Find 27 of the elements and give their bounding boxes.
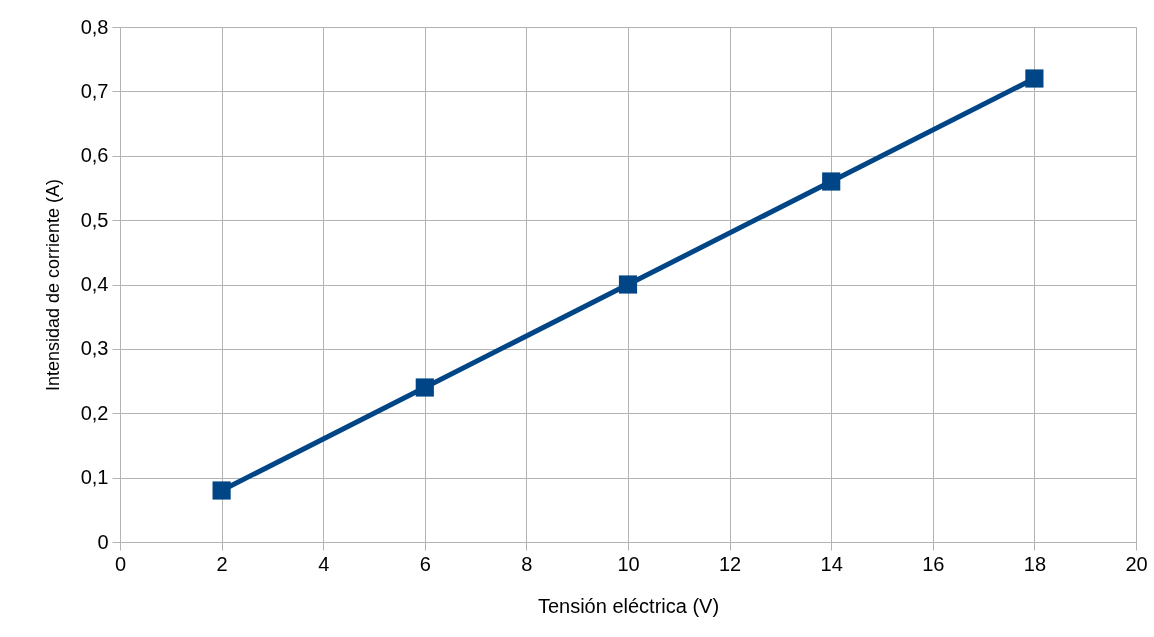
x-tick-label: 0 bbox=[114, 552, 127, 575]
y-tick-label: 0,8 bbox=[80, 15, 109, 38]
point bbox=[822, 172, 841, 191]
x-tick-label: 10 bbox=[617, 552, 640, 575]
point bbox=[1025, 69, 1044, 88]
x-tick-label: 18 bbox=[1023, 552, 1047, 575]
x-tick-label: 14 bbox=[820, 552, 843, 575]
point bbox=[415, 378, 434, 397]
y-tick-label: 0,2 bbox=[80, 401, 109, 424]
x-tick-label: 6 bbox=[419, 552, 431, 575]
point bbox=[618, 275, 638, 294]
x-tick-label: 20 bbox=[1125, 552, 1148, 575]
y-tick-label: 0 bbox=[97, 530, 109, 553]
y-axis-title: Intensidad de corriente (A) bbox=[42, 178, 63, 392]
y-tick-label: 0,4 bbox=[80, 273, 109, 295]
y-tick-label: 0,5 bbox=[80, 208, 109, 231]
x-tick-label: 4 bbox=[318, 552, 330, 575]
x-tick-label: 16 bbox=[922, 552, 945, 575]
y-tick-label: 0,1 bbox=[80, 466, 109, 489]
y-tick-label: 0,7 bbox=[80, 79, 109, 102]
x-tick-label: 12 bbox=[718, 552, 742, 575]
x-tick-label: 2 bbox=[216, 552, 228, 575]
y-tick-label: 0,6 bbox=[80, 144, 109, 167]
x-axis-title: Tensión eléctrica (V) bbox=[537, 594, 720, 617]
y-tick-label: 0,3 bbox=[80, 337, 109, 360]
x-tick-label: 8 bbox=[521, 552, 533, 575]
point bbox=[212, 481, 231, 500]
